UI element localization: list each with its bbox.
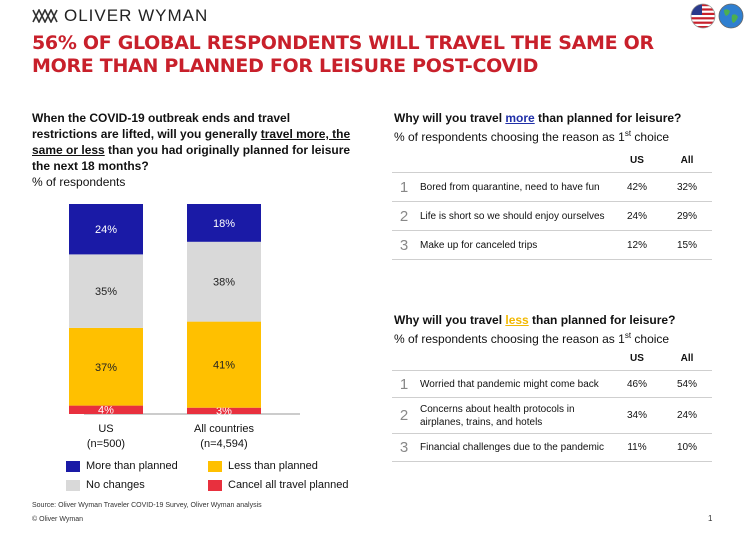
reason-text: Bored from quarantine, need to have fun <box>416 172 612 202</box>
more-reasons-table: US All 1 Bored from quarantine, need to … <box>392 148 712 260</box>
all-value: 15% <box>662 230 712 260</box>
data-label: 3% <box>216 405 232 417</box>
stacked-bar-chart: 4% 37% 35% 24% US (n=500) 3% 41% 38% 18% All count… <box>69 204 300 450</box>
bar-segment <box>187 241 261 322</box>
rank-number: 1 <box>392 172 416 202</box>
legend-label: Less than planned <box>228 460 318 472</box>
all-value: 24% <box>662 397 712 434</box>
table-row: 2 Life is short so we should enjoy ourse… <box>392 201 712 231</box>
col-all: All <box>680 154 694 166</box>
all-value: 32% <box>662 172 712 202</box>
more-keyword: more <box>505 111 535 125</box>
bar-segment <box>187 204 261 242</box>
col-us: US <box>630 154 644 166</box>
all-value: 10% <box>662 433 712 462</box>
us-value: 34% <box>612 397 662 434</box>
us-value: 42% <box>612 172 662 202</box>
reason-text: Financial challenges due to the pandemic <box>416 433 612 462</box>
us-flag-icon <box>690 3 716 29</box>
reason-text: Make up for canceled trips <box>416 230 612 260</box>
brand: OLIVER WYMAN <box>32 6 208 26</box>
legend-swatch <box>208 479 222 491</box>
oliver-wyman-logo-icon <box>32 9 58 23</box>
brand-name: OLIVER WYMAN <box>64 6 209 25</box>
page-title: 56% OF GLOBAL RESPONDENTS WILL TRAVEL TH… <box>32 32 654 77</box>
category-label: (n=500) <box>87 438 125 450</box>
all-value: 54% <box>662 370 712 398</box>
table-row: 1 Worried that pandemic might come back … <box>392 370 712 398</box>
table-row: 3 Financial challenges due to the pandem… <box>392 433 712 462</box>
rank-number: 2 <box>392 201 416 231</box>
rank-number: 3 <box>392 433 416 462</box>
source-note: Source: Oliver Wyman Traveler COVID-19 S… <box>32 502 262 509</box>
left-question: When the COVID-19 outbreak ends and trav… <box>32 111 351 189</box>
data-label: 37% <box>95 362 117 374</box>
reason-text: Worried that pandemic might come back <box>416 370 612 398</box>
rank-number: 1 <box>392 370 416 398</box>
us-value: 24% <box>612 201 662 231</box>
bar-segment <box>187 321 261 408</box>
rank-number: 2 <box>392 397 416 434</box>
data-label: 18% <box>213 218 235 230</box>
reason-text: Concerns about health protocols in airpl… <box>416 397 612 434</box>
more-question: Why will you travel more than planned fo… <box>394 111 682 144</box>
legend-item-more: More than planned <box>66 460 178 472</box>
data-label: 41% <box>213 360 235 372</box>
legend-item-no-changes: No changes <box>66 479 145 491</box>
legend-swatch <box>66 460 80 472</box>
bar-segment <box>69 405 143 414</box>
us-value: 11% <box>612 433 662 462</box>
left-question-unit: % of respondents <box>32 175 126 189</box>
legend-label: Cancel all travel planned <box>228 479 349 491</box>
table-row: 1 Bored from quarantine, need to have fu… <box>392 172 712 202</box>
category-label: (n=4,594) <box>200 438 247 450</box>
col-all: All <box>680 352 694 364</box>
data-label: 35% <box>95 286 117 298</box>
data-label: 4% <box>98 404 114 416</box>
less-keyword: less <box>505 313 529 327</box>
legend-label: More than planned <box>86 460 178 472</box>
legend-swatch <box>208 460 222 472</box>
category-label: All countries <box>194 423 254 435</box>
bar-segment <box>69 327 143 406</box>
bar-segment <box>69 204 143 255</box>
col-us: US <box>630 352 644 364</box>
copyright: © Oliver Wyman <box>32 516 83 523</box>
data-label: 38% <box>213 277 235 289</box>
table-row: 3 Make up for canceled trips 12% 15% <box>392 230 712 260</box>
question-underlined: travel more, the same or less <box>32 127 351 157</box>
globe-icon <box>718 3 744 29</box>
all-value: 29% <box>662 201 712 231</box>
us-value: 46% <box>612 370 662 398</box>
bar-segment <box>69 254 143 328</box>
page-number: 1 <box>708 514 713 523</box>
us-value: 12% <box>612 230 662 260</box>
legend-item-less: Less than planned <box>208 460 318 472</box>
bar-segment <box>187 407 261 414</box>
data-label: 24% <box>95 224 117 236</box>
rank-number: 3 <box>392 230 416 260</box>
reason-text: Life is short so we should enjoy ourselv… <box>416 201 612 231</box>
legend-label: No changes <box>86 479 145 491</box>
category-label: US <box>98 423 113 435</box>
legend-swatch <box>66 479 80 491</box>
less-reasons-table: US All 1 Worried that pandemic might com… <box>392 346 712 462</box>
legend-item-cancel: Cancel all travel planned <box>208 479 348 491</box>
table-row: 2 Concerns about health protocols in air… <box>392 397 712 434</box>
less-question: Why will you travel less than planned fo… <box>394 313 676 346</box>
